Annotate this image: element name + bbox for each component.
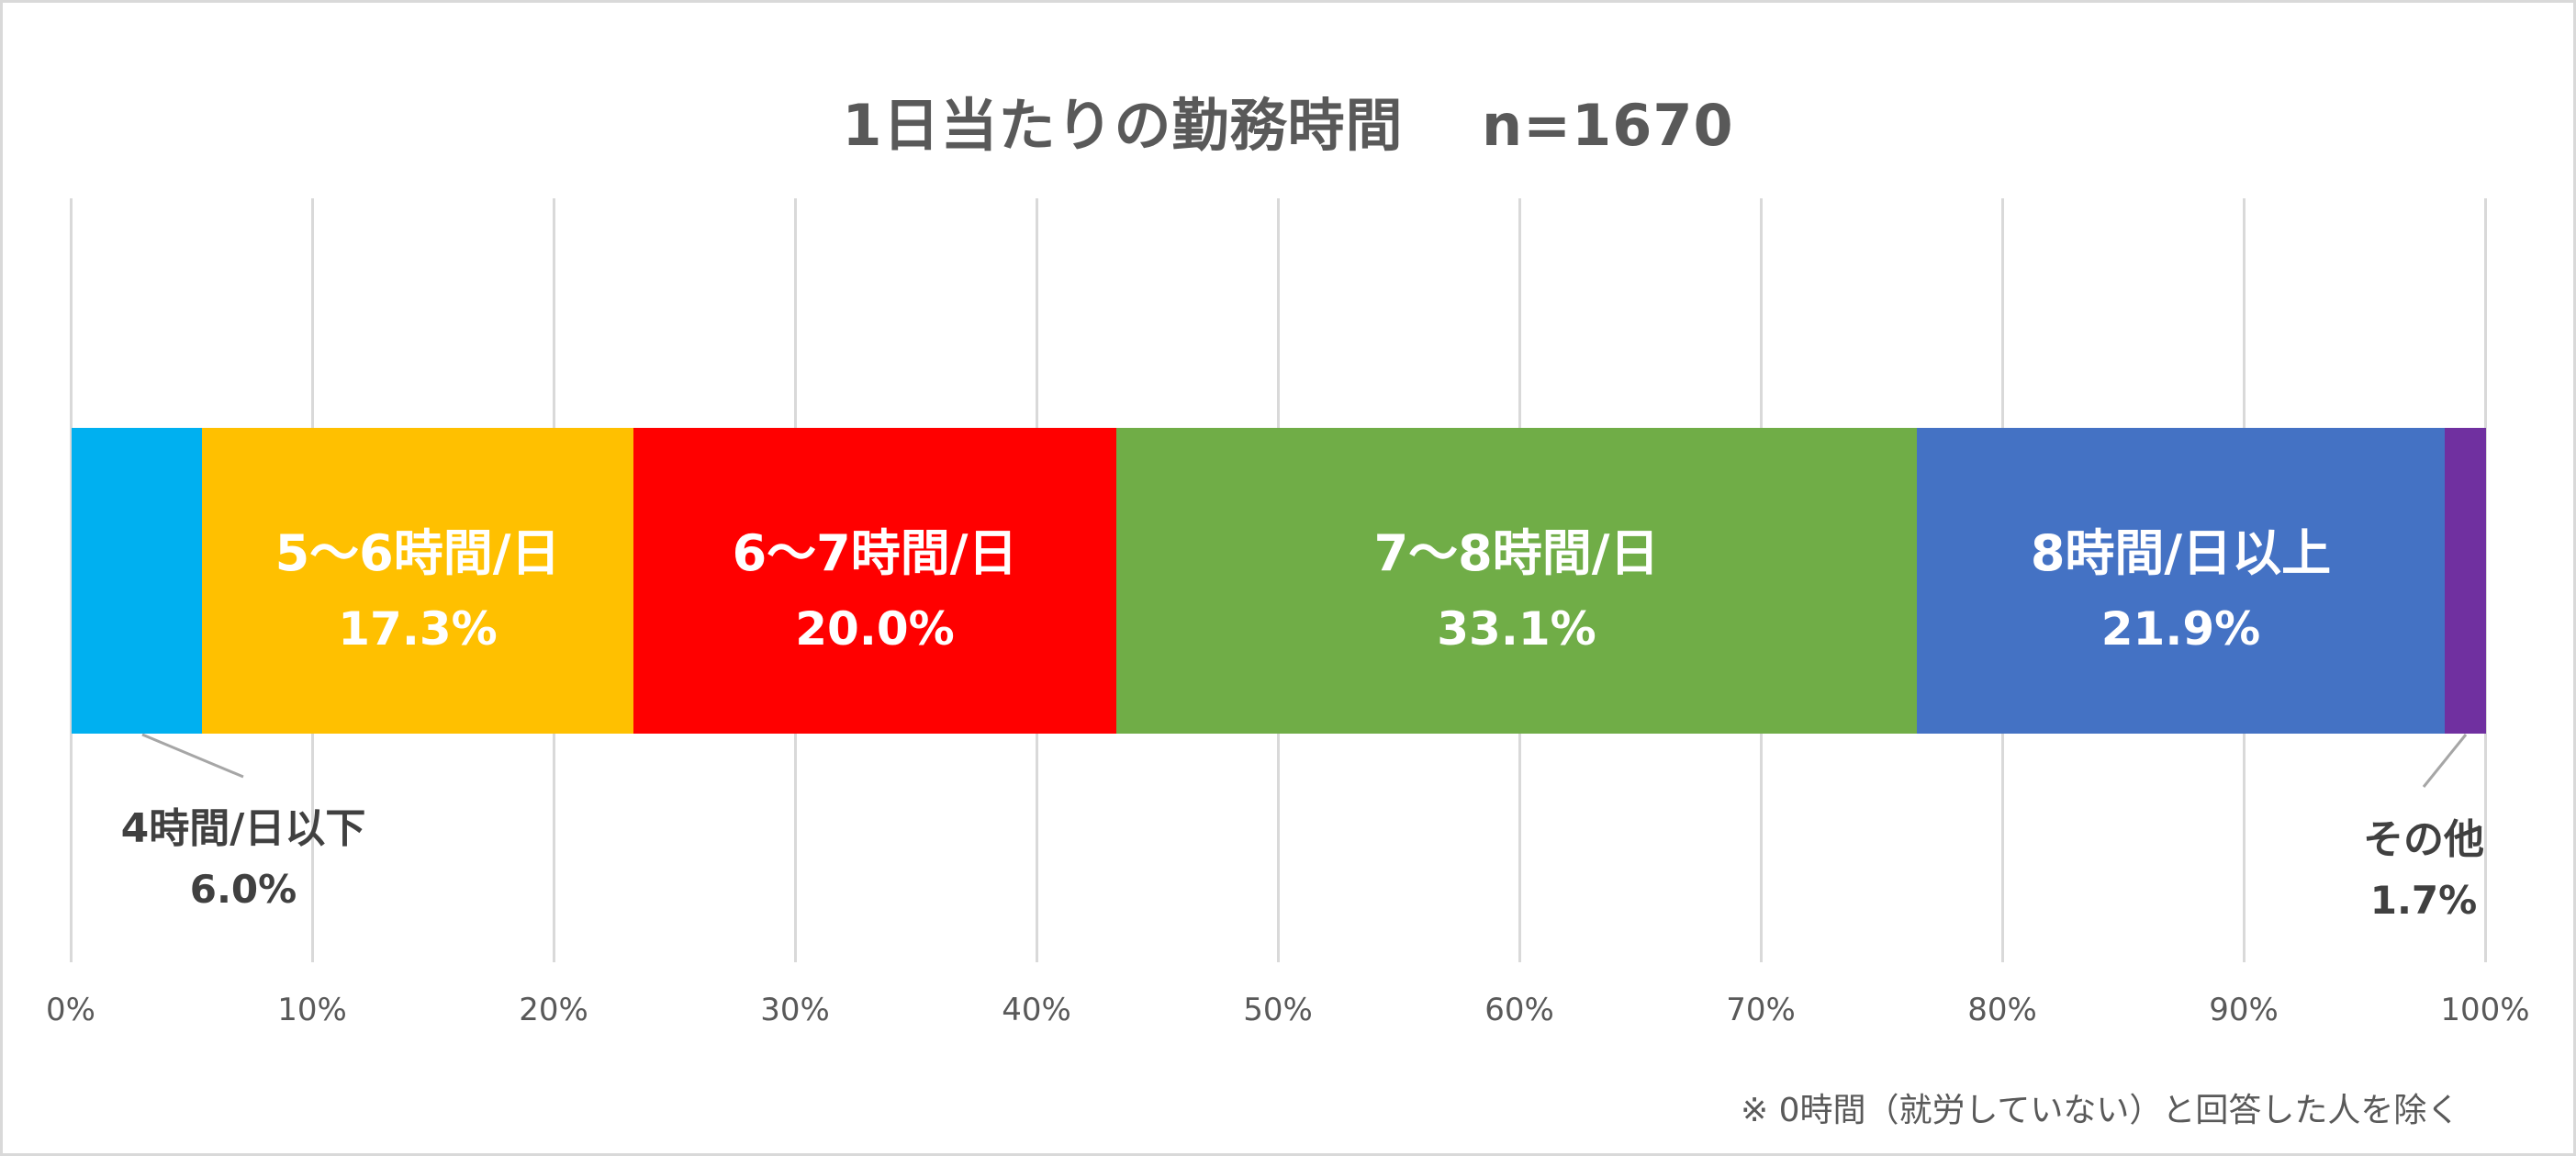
segment-label-name: 7〜8時間/日 <box>1373 524 1660 582</box>
segment-label-pct: 17.3% <box>338 602 498 656</box>
axis-tick-label: 0% <box>46 992 95 1028</box>
chart-title: 1日当たりの勤務時間 n=1670 <box>842 92 1734 159</box>
axis-tick-label: 40% <box>1002 992 1071 1028</box>
axis-tick-label: 20% <box>519 992 588 1028</box>
axis-tick-label: 100% <box>2440 992 2530 1028</box>
segment-label-name: 8時間/日以上 <box>2030 524 2332 582</box>
axis-tick-label: 90% <box>2209 992 2279 1028</box>
bar-segment-7-8h[interactable]: 7〜8時間/日 33.1% <box>1116 428 1917 734</box>
bar-segment-other[interactable] <box>2445 428 2486 734</box>
outside-label-name: その他 <box>2363 816 2484 863</box>
axis-tick-label: 30% <box>760 992 830 1028</box>
outside-label-pct: 1.7% <box>2369 878 2478 923</box>
axis-tick-label: 80% <box>1967 992 2037 1028</box>
segment-label-pct: 33.1% <box>1437 602 1596 656</box>
bar-segment-6-7h[interactable]: 6〜7時間/日 20.0% <box>633 428 1116 734</box>
segment-label-name: 6〜7時間/日 <box>732 524 1018 582</box>
bar-segment-under-4h[interactable] <box>72 428 202 734</box>
gridline-0 <box>70 198 73 962</box>
bar-segment-5-6h[interactable]: 5〜6時間/日 17.3% <box>202 428 633 734</box>
footnote: ※ 0時間（就労していない）と回答した人を除く <box>1741 1092 2460 1129</box>
stacked-bar: 5〜6時間/日 17.3% 6〜7時間/日 20.0% 7〜8時間/日 33.1… <box>72 428 2486 734</box>
axis-tick-label: 50% <box>1243 992 1313 1028</box>
bar-segment-over-8h[interactable]: 8時間/日以上 21.9% <box>1917 428 2445 734</box>
segment-label-name: 5〜6時間/日 <box>274 524 561 582</box>
segment-label-pct: 20.0% <box>795 602 955 656</box>
outside-label-name: 4時間/日以下 <box>120 805 366 852</box>
axis-tick-label: 60% <box>1484 992 1554 1028</box>
axis-tick-label: 10% <box>277 992 347 1028</box>
outside-label-pct: 6.0% <box>189 867 297 912</box>
axis-tick-label: 70% <box>1726 992 1796 1028</box>
segment-label-pct: 21.9% <box>2100 602 2261 656</box>
